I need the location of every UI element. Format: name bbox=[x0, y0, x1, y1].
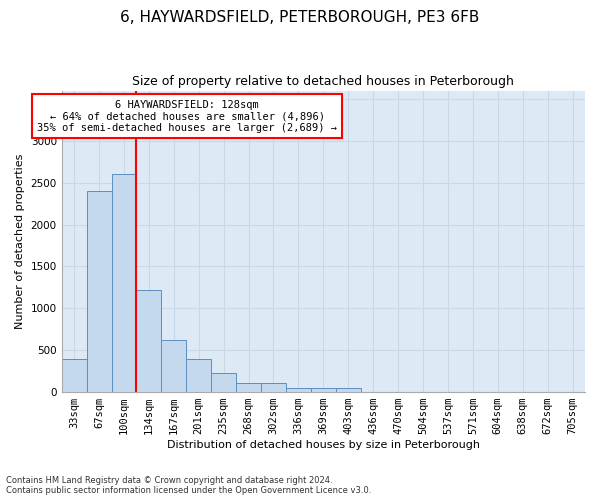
Bar bbox=[336, 388, 361, 392]
Text: 6 HAYWARDSFIELD: 128sqm
← 64% of detached houses are smaller (4,896)
35% of semi: 6 HAYWARDSFIELD: 128sqm ← 64% of detache… bbox=[37, 100, 337, 133]
Bar bbox=[136, 290, 161, 392]
Bar bbox=[86, 191, 112, 392]
Bar bbox=[161, 340, 186, 392]
Bar bbox=[62, 360, 86, 392]
Bar bbox=[311, 388, 336, 392]
Bar bbox=[211, 373, 236, 392]
Text: 6, HAYWARDSFIELD, PETERBOROUGH, PE3 6FB: 6, HAYWARDSFIELD, PETERBOROUGH, PE3 6FB bbox=[121, 10, 479, 25]
Text: Contains HM Land Registry data © Crown copyright and database right 2024.
Contai: Contains HM Land Registry data © Crown c… bbox=[6, 476, 371, 495]
X-axis label: Distribution of detached houses by size in Peterborough: Distribution of detached houses by size … bbox=[167, 440, 480, 450]
Y-axis label: Number of detached properties: Number of detached properties bbox=[15, 154, 25, 329]
Bar bbox=[112, 174, 136, 392]
Title: Size of property relative to detached houses in Peterborough: Size of property relative to detached ho… bbox=[133, 75, 514, 88]
Bar bbox=[261, 383, 286, 392]
Bar bbox=[236, 383, 261, 392]
Bar bbox=[186, 360, 211, 392]
Bar bbox=[286, 388, 311, 392]
